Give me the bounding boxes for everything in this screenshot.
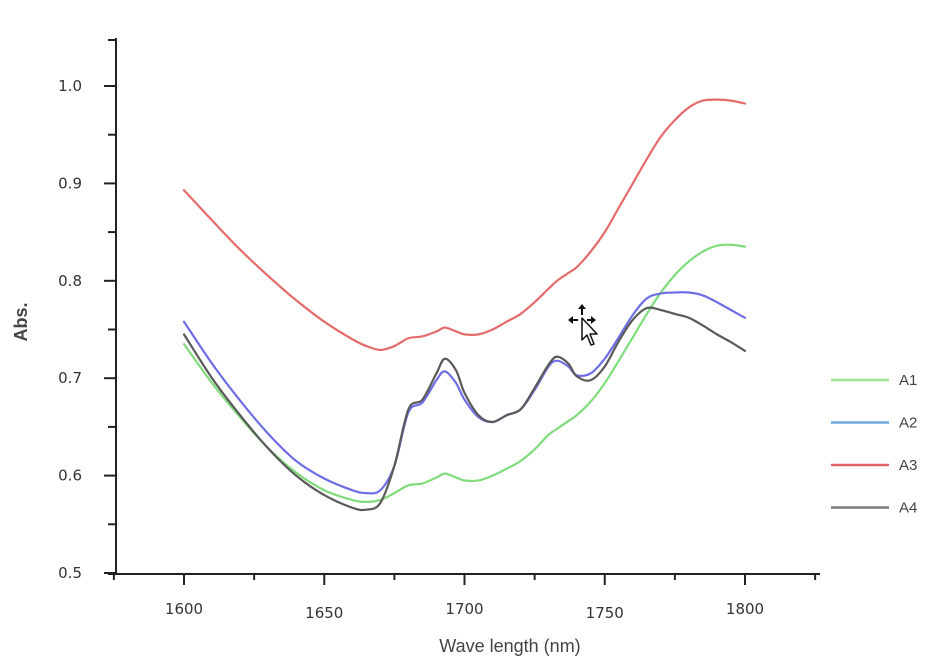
x-tick-label: 1650 [305, 604, 343, 622]
plot-area [182, 98, 747, 512]
y-tick-label: 1.0 [58, 77, 82, 95]
legend-item-a1: A1 [831, 372, 917, 389]
legend-label: A1 [899, 372, 917, 389]
y-tick-label: 0.5 [58, 564, 82, 582]
x-tick-label: 1600 [165, 600, 203, 618]
legend-item-a2: A2 [831, 415, 917, 432]
legend: A1 A2 A3 A4 [831, 372, 917, 517]
y-axis: 0.5 0.6 0.7 0.8 0.9 1.0 [58, 38, 117, 582]
legend-label: A2 [899, 415, 917, 432]
y-tick-label: 0.7 [58, 369, 82, 387]
x-axis: 1600 1650 1700 1750 1800 [108, 573, 820, 622]
legend-item-a3: A3 [831, 457, 917, 474]
series-line-a1 [182, 243, 747, 503]
series-line-a4 [182, 306, 747, 512]
legend-label: A4 [899, 500, 917, 517]
x-tick-label: 1700 [445, 600, 483, 618]
x-axis-ticks: 1600 1650 1700 1750 1800 [112, 574, 817, 622]
y-axis-ticks: 0.5 0.6 0.7 0.8 0.9 1.0 [58, 39, 116, 582]
legend-item-a4: A4 [831, 500, 917, 517]
x-tick-label: 1750 [586, 604, 624, 622]
x-axis-title: Wave length (nm) [439, 636, 580, 656]
x-tick-label: 1800 [726, 600, 764, 618]
legend-label: A3 [899, 457, 917, 474]
y-tick-label: 0.9 [58, 174, 82, 192]
move-cursor-icon [568, 304, 598, 346]
y-axis-title: Abs. [11, 302, 31, 341]
series-line-a3 [182, 98, 747, 352]
y-tick-label: 0.6 [58, 467, 82, 485]
y-tick-label: 0.8 [58, 272, 82, 290]
